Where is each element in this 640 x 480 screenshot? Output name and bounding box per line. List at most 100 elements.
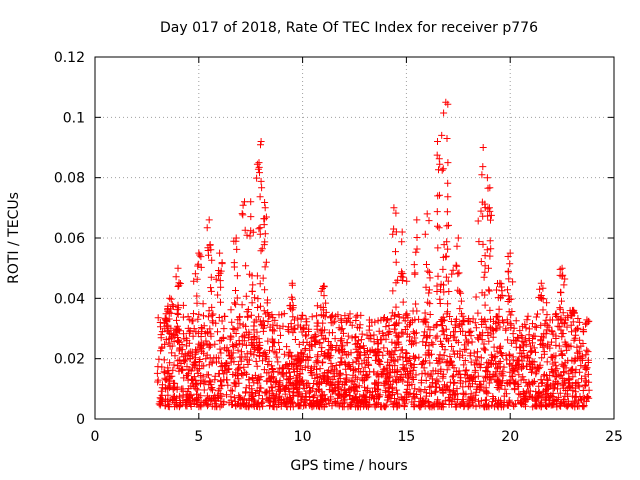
data-point xyxy=(583,346,591,354)
data-point xyxy=(190,400,198,408)
data-point xyxy=(446,353,454,361)
data-point xyxy=(569,399,577,407)
data-point xyxy=(519,373,527,381)
data-point xyxy=(396,374,404,382)
data-point xyxy=(268,387,276,395)
data-point xyxy=(375,359,383,367)
data-point xyxy=(427,382,435,390)
data-point xyxy=(190,383,198,391)
data-point xyxy=(433,400,441,408)
data-point xyxy=(346,392,354,400)
data-point xyxy=(239,321,247,329)
data-point xyxy=(223,376,231,384)
data-point xyxy=(374,340,382,348)
data-point xyxy=(343,374,351,382)
data-point xyxy=(260,324,268,332)
data-point xyxy=(352,333,360,341)
data-point xyxy=(394,333,402,341)
data-point xyxy=(276,345,283,353)
data-point xyxy=(302,390,310,398)
data-point xyxy=(442,253,450,261)
data-point xyxy=(448,270,456,278)
data-point xyxy=(438,403,446,411)
data-point xyxy=(487,245,495,253)
data-point xyxy=(362,372,370,379)
data-point xyxy=(218,259,226,267)
data-point xyxy=(411,334,419,342)
data-point xyxy=(472,324,480,332)
data-point xyxy=(322,334,330,342)
data-point xyxy=(221,313,229,320)
data-point xyxy=(512,362,520,369)
data-point xyxy=(579,402,587,409)
data-point xyxy=(490,395,497,403)
data-point xyxy=(344,403,352,411)
data-point xyxy=(238,301,246,309)
data-point xyxy=(505,350,513,358)
data-point xyxy=(402,311,410,319)
y-tick-label: 0.04 xyxy=(54,291,85,307)
data-point xyxy=(403,350,411,357)
data-point xyxy=(353,354,361,362)
data-point xyxy=(518,364,525,372)
data-point xyxy=(532,370,540,378)
data-point xyxy=(478,315,486,323)
data-point xyxy=(275,339,283,346)
data-point xyxy=(444,308,451,316)
data-point xyxy=(425,217,433,225)
data-point xyxy=(474,217,482,225)
data-point xyxy=(175,327,183,335)
data-point xyxy=(203,351,211,359)
data-point xyxy=(368,318,376,326)
data-point xyxy=(189,364,197,372)
data-point xyxy=(456,370,464,378)
data-point xyxy=(518,349,526,357)
data-point xyxy=(192,354,199,362)
data-point xyxy=(174,357,182,365)
data-point xyxy=(554,385,561,393)
data-point xyxy=(218,317,226,325)
data-point xyxy=(160,356,168,364)
data-point xyxy=(450,379,457,387)
data-point xyxy=(259,317,267,325)
data-point xyxy=(211,340,219,348)
data-point xyxy=(480,387,488,395)
data-point xyxy=(457,289,465,297)
data-point xyxy=(159,381,166,389)
data-point xyxy=(480,402,488,410)
data-point xyxy=(403,310,411,318)
data-point xyxy=(423,261,430,268)
data-point xyxy=(494,400,502,407)
data-point xyxy=(379,351,387,359)
data-point xyxy=(479,144,487,151)
data-point xyxy=(439,372,447,380)
data-point xyxy=(250,343,258,351)
data-point xyxy=(167,324,175,332)
data-point xyxy=(256,384,264,392)
data-point xyxy=(348,334,356,342)
data-point xyxy=(556,304,564,312)
data-point xyxy=(320,402,328,410)
data-point xyxy=(487,315,494,323)
data-point xyxy=(543,358,551,366)
data-point xyxy=(231,382,239,390)
data-point xyxy=(503,316,511,324)
data-point xyxy=(485,286,493,294)
data-point xyxy=(346,310,354,318)
data-point xyxy=(411,385,419,393)
data-point xyxy=(386,328,394,335)
data-point xyxy=(250,379,258,387)
data-point xyxy=(444,193,452,201)
data-point xyxy=(176,345,183,353)
data-point xyxy=(532,396,540,404)
data-point xyxy=(513,357,521,365)
data-point xyxy=(552,311,559,319)
data-point xyxy=(395,401,403,409)
data-point xyxy=(359,377,367,385)
data-point xyxy=(576,368,584,376)
data-point xyxy=(449,347,457,355)
data-point xyxy=(400,366,408,374)
data-point xyxy=(525,380,533,388)
data-point xyxy=(171,326,179,334)
data-point xyxy=(516,391,524,399)
